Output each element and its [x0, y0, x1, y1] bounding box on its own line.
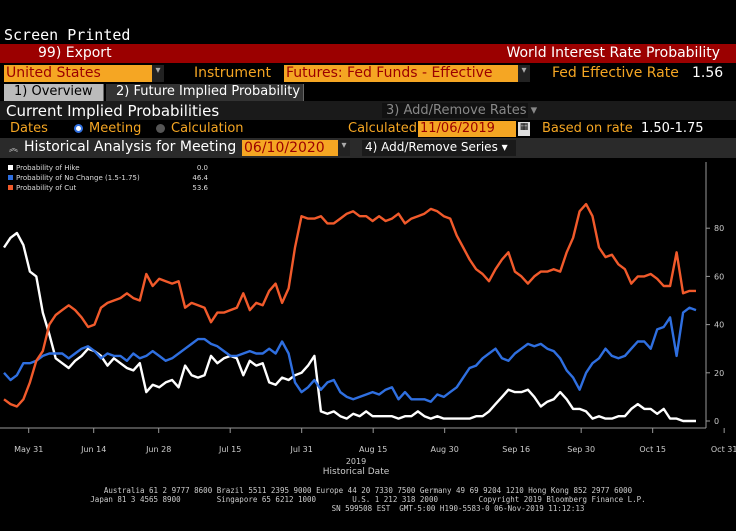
radio-selected-icon [74, 124, 83, 133]
x-axis-title: Historical Date [323, 467, 390, 477]
y-tick-label: 20 [714, 369, 724, 378]
x-tick-label: Jul 31 [289, 445, 312, 454]
instrument-select[interactable]: Futures: Fed Funds - Effective [284, 65, 518, 82]
radio-meeting-label: Meeting [89, 121, 142, 136]
tab-bar: 1) Overview 2) Future Implied Probabilit… [0, 83, 736, 101]
x-year-label: 2019 [346, 457, 366, 466]
chart-background [0, 158, 736, 484]
selector-row: United States ▾ Instrument Futures: Fed … [0, 63, 736, 83]
meeting-date-input[interactable]: 06/10/2020 [242, 140, 338, 156]
series-line-2 [3, 202, 696, 408]
y-tick-label: 60 [714, 272, 724, 281]
dates-row: Dates Meeting Calculation Calculated 11/… [0, 120, 736, 138]
radio-unselected-icon [156, 124, 165, 133]
calculated-date-value: 11/06/2019 [420, 121, 495, 136]
instrument-label: Instrument [194, 65, 272, 81]
radio-calculation-label: Calculation [171, 121, 244, 136]
x-tick-label: Aug 15 [359, 445, 387, 454]
add-remove-series-button[interactable]: 4) Add/Remove Series ▾ [362, 140, 516, 156]
rate-value: 1.56 [692, 65, 724, 81]
x-tick-label: May 31 [14, 445, 43, 454]
x-tick-label: Aug 30 [431, 445, 459, 454]
legend-label: Probability of Hike [16, 164, 80, 172]
calculated-date-input[interactable]: 11/06/2019 [418, 121, 516, 137]
calculated-label: Calculated [348, 121, 417, 136]
legend-swatch [8, 185, 13, 190]
add-remove-series-label: 4) Add/Remove Series [365, 140, 498, 154]
x-tick-label: Sep 30 [567, 445, 595, 454]
section-title: Current Implied Probabilities [6, 102, 220, 120]
legend-value: 53.6 [192, 184, 208, 192]
footer-line-3: SN 599508 EST GMT-5:00 H190-5583-0 06-No… [331, 504, 585, 513]
meeting-date-value: 06/10/2020 [244, 140, 325, 156]
section-bar: Current Implied Probabilities 3) Add/Rem… [0, 101, 736, 120]
dates-label: Dates [10, 121, 48, 136]
footer-line-2: Japan 81 3 4565 8900 Singapore 65 6212 1… [90, 495, 646, 504]
analysis-title: Historical Analysis for Meeting [24, 139, 237, 155]
based-on-rate-value: 1.50-1.75 [641, 121, 704, 136]
legend-label: Probability of No Change (1.5-1.75) [16, 174, 140, 182]
legend-swatch [8, 165, 13, 170]
tab-future-label: 2) Future Implied Probability [116, 84, 301, 99]
instrument-dropdown-arrow-icon[interactable]: ▾ [518, 65, 530, 82]
collapse-chevron-icon[interactable]: ︽ [9, 144, 19, 154]
x-tick-label: Oct 31 [711, 445, 736, 454]
x-tick-label: Sep 16 [502, 445, 530, 454]
x-tick-label: Jul 15 [218, 445, 241, 454]
add-remove-rates-button[interactable]: 3) Add/Remove Rates ▾ [382, 103, 537, 118]
country-dropdown-arrow-icon[interactable]: ▾ [152, 65, 164, 82]
legend-swatch [8, 175, 13, 180]
x-axis: May 31 Jun 14 Jun 28 Jul 15 Jul 31 Aug 15 Aug … [0, 427, 736, 454]
radio-calculation[interactable]: Calculation [156, 121, 244, 136]
tab-overview[interactable]: 1) Overview [4, 84, 104, 101]
instrument-value: Futures: Fed Funds - Effective [286, 65, 493, 81]
country-value: United States [6, 65, 101, 81]
series-lines [3, 202, 697, 423]
y-tick-label: 40 [714, 321, 724, 330]
app-title: World Interest Rate Probability [506, 45, 720, 61]
analysis-bar: ︽ Historical Analysis for Meeting 06/10/… [0, 138, 736, 158]
series-line-1 [3, 306, 697, 403]
probability-chart: Probability of Hike 0.0 Probability of No … [0, 158, 736, 484]
y-tick-label: 0 [714, 417, 719, 426]
screen-title-bar: Screen Printed [0, 0, 736, 44]
radio-meeting[interactable]: Meeting [74, 121, 141, 136]
meeting-date-dropdown-icon[interactable]: ▾ [338, 140, 350, 156]
x-tick-label: Jun 14 [80, 445, 106, 454]
title-bar: 99) Export World Interest Rate Probabili… [0, 44, 736, 63]
x-tick-label: Oct 15 [639, 445, 666, 454]
chart-legend: Probability of Hike 0.0 Probability of No … [2, 162, 209, 196]
tab-future-implied-probability[interactable]: 2) Future Implied Probability [106, 84, 304, 101]
legend-value: 0.0 [197, 164, 208, 172]
calendar-icon[interactable]: ▦ [518, 122, 530, 136]
footer-line-1: Australia 61 2 9777 8600 Brazil 5511 239… [103, 486, 633, 495]
legend-box [2, 162, 208, 196]
y-axis: 0 20 40 60 80 [705, 162, 724, 428]
rate-label: Fed Effective Rate [552, 65, 679, 81]
add-remove-rates-label: 3) Add/Remove Rates [386, 103, 527, 118]
y-tick-label: 80 [714, 224, 724, 233]
country-select[interactable]: United States [4, 65, 152, 82]
screen-title: Screen Printed [4, 26, 131, 44]
export-button[interactable]: 99) Export [38, 45, 112, 61]
legend-label: Probability of Cut [16, 184, 77, 192]
legend-value: 46.4 [192, 174, 208, 182]
series-line-0 [3, 231, 696, 423]
based-on-rate-label: Based on rate [542, 121, 633, 136]
x-tick-label: Jun 28 [145, 445, 171, 454]
tab-overview-label: 1) Overview [14, 84, 93, 99]
